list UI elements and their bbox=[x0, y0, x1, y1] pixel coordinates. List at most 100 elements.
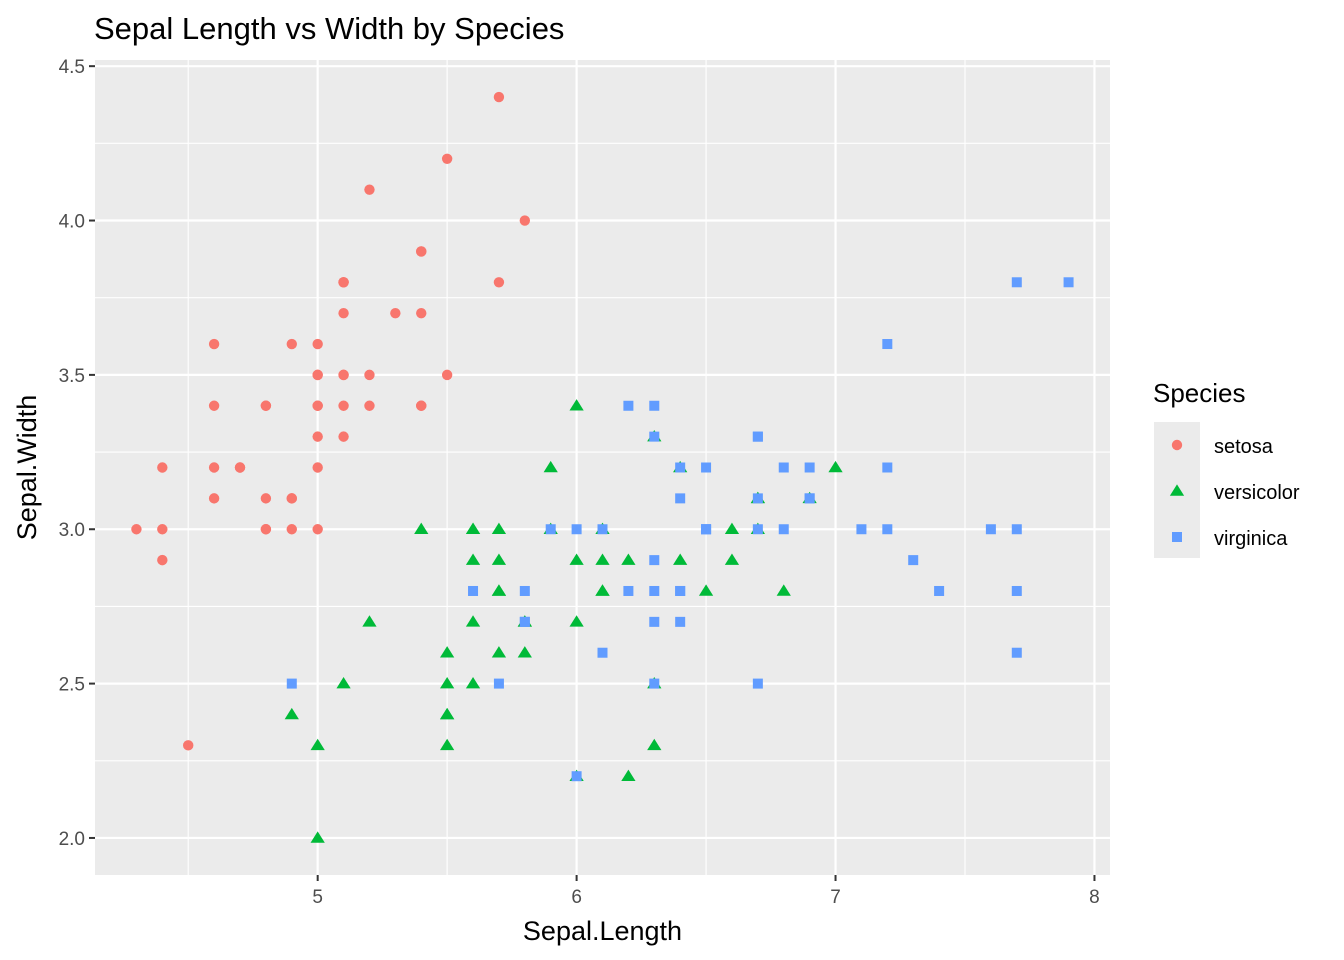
x-tick-label: 8 bbox=[1089, 887, 1100, 908]
versicolor-point bbox=[310, 831, 325, 843]
virginica-point bbox=[934, 585, 945, 596]
virginica-point bbox=[545, 524, 556, 535]
setosa-point bbox=[208, 462, 220, 473]
virginica-point bbox=[649, 431, 660, 442]
virginica-point bbox=[519, 585, 530, 596]
legend-label-setosa: setosa bbox=[1214, 436, 1274, 458]
virginica-point bbox=[571, 524, 582, 535]
legend-key-setosa bbox=[1171, 439, 1183, 451]
versicolor-point bbox=[491, 584, 507, 596]
y-tick-label: 2.0 bbox=[59, 829, 85, 850]
versicolor-point bbox=[698, 584, 714, 596]
setosa-point bbox=[208, 493, 220, 504]
virginica-point bbox=[597, 647, 608, 658]
virginica-point bbox=[752, 524, 763, 535]
axis-ticks: 5 6 7 8 2.0 2.5 3.0 3.5 4.0 4.5 bbox=[59, 57, 1100, 908]
versicolor-point bbox=[440, 646, 455, 658]
virginica-point bbox=[675, 493, 686, 504]
x-tick-label: 7 bbox=[830, 887, 841, 908]
virginica-point bbox=[571, 771, 582, 782]
setosa-point bbox=[312, 369, 323, 381]
virginica-point bbox=[286, 678, 297, 689]
virginica-point bbox=[468, 585, 479, 596]
virginica-point bbox=[649, 555, 660, 566]
x-axis-title: Sepal.Length bbox=[523, 916, 682, 946]
virginica-point bbox=[597, 524, 608, 535]
versicolor-point bbox=[621, 769, 636, 781]
y-tick-label: 4.0 bbox=[59, 212, 85, 233]
virginica-point bbox=[752, 431, 763, 442]
setosa-point bbox=[312, 431, 323, 442]
virginica-point bbox=[1011, 585, 1022, 596]
setosa-point bbox=[157, 554, 168, 566]
virginica-point bbox=[1011, 524, 1022, 535]
chart-title: Sepal Length vs Width by Species bbox=[94, 11, 564, 46]
setosa-point bbox=[416, 246, 427, 257]
setosa-point bbox=[338, 307, 349, 319]
series-virginica bbox=[286, 277, 1074, 782]
major-gridlines bbox=[95, 60, 1110, 875]
versicolor-point bbox=[724, 553, 740, 565]
virginica-point bbox=[778, 462, 789, 473]
x-tick-label: 6 bbox=[571, 887, 582, 908]
virginica-point bbox=[752, 678, 763, 689]
virginica-point bbox=[1011, 277, 1022, 288]
setosa-point bbox=[312, 338, 323, 350]
legend-key-virginica bbox=[1172, 532, 1182, 542]
setosa-point bbox=[286, 524, 297, 535]
setosa-point bbox=[493, 277, 505, 288]
virginica-point bbox=[649, 616, 660, 627]
versicolor-point bbox=[414, 522, 429, 534]
setosa-point bbox=[338, 277, 349, 288]
virginica-point bbox=[882, 524, 893, 535]
virginica-point bbox=[675, 585, 686, 596]
legend-title: Species bbox=[1153, 378, 1246, 408]
versicolor-point bbox=[465, 553, 481, 565]
virginica-point bbox=[778, 524, 789, 535]
x-tick-label: 5 bbox=[312, 887, 323, 908]
setosa-point bbox=[390, 307, 401, 319]
virginica-point bbox=[856, 524, 867, 535]
setosa-point bbox=[441, 369, 453, 381]
setosa-point bbox=[260, 493, 272, 504]
setosa-point bbox=[157, 524, 168, 535]
versicolor-point bbox=[310, 738, 325, 751]
setosa-point bbox=[338, 369, 349, 381]
versicolor-point bbox=[491, 646, 507, 658]
y-tick-label: 4.5 bbox=[59, 57, 85, 78]
virginica-point bbox=[882, 339, 893, 350]
versicolor-point bbox=[595, 553, 610, 565]
y-tick-label: 3.5 bbox=[59, 366, 85, 387]
versicolor-point bbox=[362, 615, 377, 627]
versicolor-point bbox=[517, 646, 532, 658]
virginica-point bbox=[649, 400, 660, 411]
virginica-point bbox=[908, 555, 919, 566]
virginica-point bbox=[985, 524, 996, 535]
versicolor-point bbox=[569, 553, 584, 565]
setosa-point bbox=[183, 740, 194, 751]
y-axis-title: Sepal.Width bbox=[12, 395, 42, 541]
setosa-point bbox=[286, 338, 297, 350]
virginica-point bbox=[675, 616, 686, 627]
data-points bbox=[131, 91, 1074, 843]
setosa-point bbox=[312, 524, 323, 535]
setosa-point bbox=[338, 400, 349, 411]
virginica-point bbox=[623, 585, 634, 596]
versicolor-point bbox=[724, 522, 740, 534]
legend: Species setosa versicolor virginica bbox=[1153, 378, 1300, 558]
legend-key-versicolor bbox=[1169, 484, 1185, 496]
versicolor-point bbox=[569, 399, 584, 411]
virginica-point bbox=[882, 462, 893, 473]
setosa-point bbox=[493, 91, 505, 103]
versicolor-point bbox=[543, 460, 558, 473]
versicolor-point bbox=[776, 584, 791, 596]
versicolor-point bbox=[440, 676, 455, 689]
legend-label-virginica: virginica bbox=[1214, 528, 1288, 550]
setosa-point bbox=[208, 400, 220, 411]
setosa-point bbox=[364, 184, 375, 195]
legend-label-versicolor: versicolor bbox=[1214, 482, 1300, 504]
versicolor-point bbox=[647, 738, 662, 751]
setosa-point bbox=[286, 493, 297, 504]
versicolor-point bbox=[465, 522, 481, 534]
